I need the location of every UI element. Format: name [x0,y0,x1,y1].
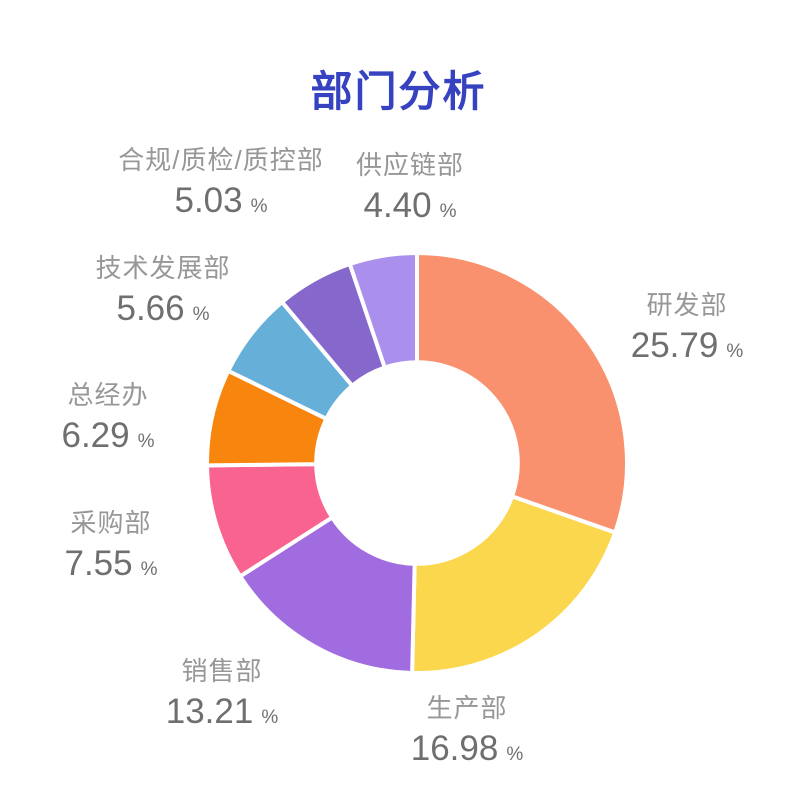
slice-value: 13.21% [165,691,279,731]
slice-name: 合规/质检/质控部 [118,145,324,175]
slice-label-rd-dept: 研发部 25.79% [631,289,744,365]
pie-slice-0[interactable] [415,251,629,535]
slice-label-compliance-qa-dept: 合规/质检/质控部 5.03% [118,144,323,220]
slice-name: 销售部 [181,656,263,686]
slice-label-gm-office: 总经办 6.29% [61,379,154,455]
slice-label-sales-dept: 销售部 13.21% [166,655,279,731]
slice-value: 6.29% [61,415,155,455]
percent-sign: % [439,200,457,222]
percent-sign: % [192,303,210,325]
percent-sign: % [506,743,524,765]
percent-sign: % [250,195,268,217]
percent-sign: % [726,340,744,362]
slice-value: 5.66% [116,288,210,328]
percent-sign: % [140,558,158,580]
slice-label-supply-chain-dept: 供应链部 4.40% [356,149,464,225]
slice-name: 研发部 [646,290,728,320]
pie-slice-2[interactable] [238,515,417,675]
percent-sign: % [137,430,155,452]
slice-name: 采购部 [70,508,152,538]
slice-label-production-dept: 生产部 16.98% [411,692,524,768]
chart-title: 部门分析 [310,68,487,115]
slice-value: 5.03% [174,180,268,220]
percent-sign: % [261,706,279,728]
slice-label-procurement-dept: 采购部 7.55% [64,507,157,583]
slice-name: 总经办 [67,380,149,410]
slice-name: 供应链部 [355,150,465,180]
slice-name: 生产部 [426,693,508,723]
slice-value: 25.79% [630,325,744,365]
pie-slice-1[interactable] [410,494,618,675]
slice-label-tech-dev-dept: 技术发展部 5.66% [95,252,230,328]
slice-value: 7.55% [64,543,158,583]
pie-slice-7[interactable] [347,251,419,370]
slice-value: 16.98% [410,728,524,768]
slice-name: 技术发展部 [95,253,231,283]
slice-value: 4.40% [363,185,457,225]
